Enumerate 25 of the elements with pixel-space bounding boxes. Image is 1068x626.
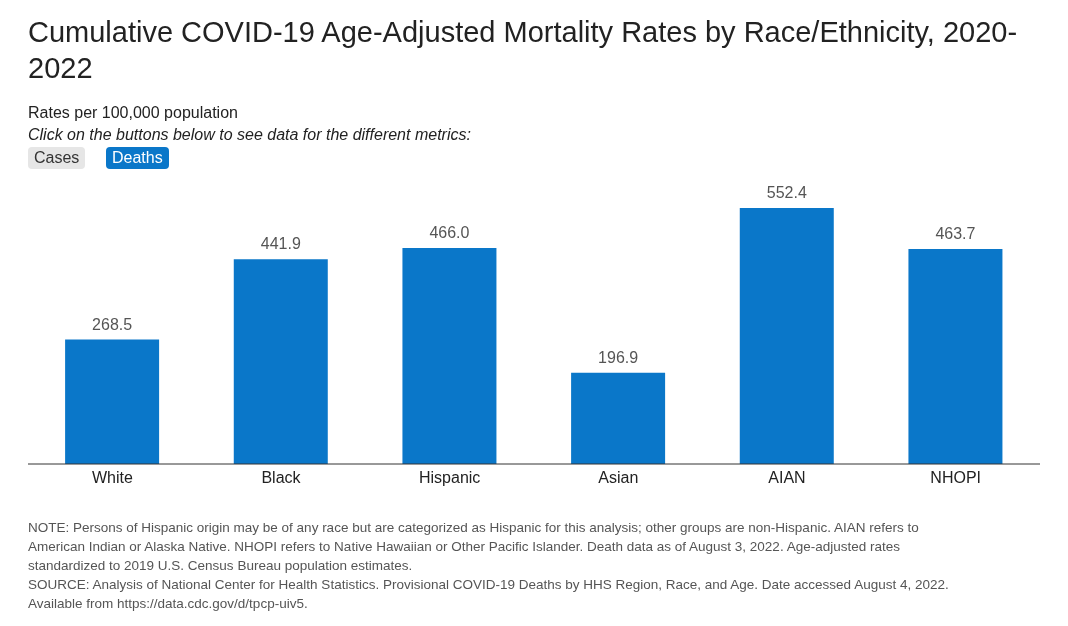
data-label: 463.7 (935, 225, 976, 243)
data-label: 552.4 (766, 184, 807, 201)
text: Click on the buttons below to see data for the different metrics: (28, 126, 471, 144)
chart-subtitle: Rates per 100,000 population (28, 104, 238, 122)
x-tick-label: Asian (598, 469, 639, 487)
bar (571, 372, 666, 464)
deaths-button: Deaths (106, 147, 169, 169)
text: NOTE: Persons of Hispanic origin may be of any race but are categorized as Hispanic for this analysis; other groups are non-Hispanic. AIAN refers to American Indian or Alaska Native. NHOPI refers to Native Hawaiian or Other Pacific Islander. Death data as of August 3, 2022. Age-adjusted rates standardized to 2019 U.S. Census Bureau population estimates. (28, 519, 920, 575)
bar (65, 339, 160, 464)
data-label: 196.9 (598, 348, 639, 366)
bar (908, 249, 1003, 464)
data-label: 466.0 (429, 224, 470, 242)
source-note: SOURCE: Analysis of National Center for Health Statistics. Provisional COVID-19 Deaths by HHS Region, Race, and Age. Date accessed August 4, 2022. Available from https://data.cdc.gov/d/tpcp-uiv5. (28, 576, 950, 613)
cases-button: Cases (28, 147, 86, 169)
data-label: 268.5 (92, 315, 133, 333)
chart-title: Cumulative COVID-19 Age-Adjusted Mortality Rates by Race/Ethnicity, 2020-2022 (28, 15, 1019, 86)
x-tick-label: NHOPI (930, 469, 981, 487)
data-label: 441.9 (260, 235, 301, 253)
bar (402, 248, 497, 464)
x-tick-label: Black (261, 469, 302, 487)
x-tick-label: White (91, 469, 133, 487)
x-tick-label: Hispanic (418, 469, 481, 487)
x-tick-label: AIAN (768, 469, 806, 487)
bar (739, 208, 834, 464)
bar (233, 259, 328, 464)
